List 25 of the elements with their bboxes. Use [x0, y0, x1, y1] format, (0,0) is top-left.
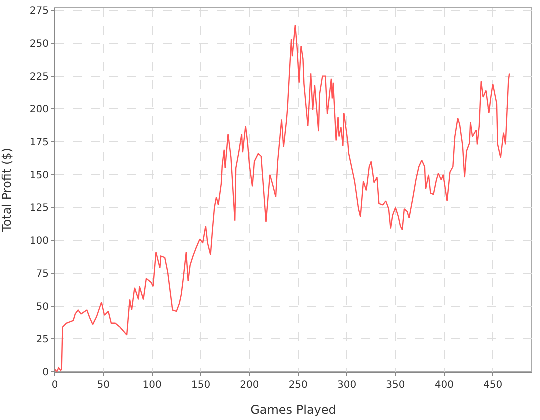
- y-axis-title: Total Profit ($): [0, 148, 14, 233]
- x-tick-label: 50: [97, 380, 110, 391]
- y-tick-label: 150: [30, 170, 49, 182]
- x-tick-label: 200: [240, 380, 260, 391]
- x-tick-label: 300: [337, 380, 357, 391]
- y-tick-label: 250: [30, 38, 49, 50]
- y-tick-label: 225: [30, 72, 49, 83]
- x-tick-label: 250: [288, 380, 308, 391]
- y-tick-label: 100: [30, 236, 49, 248]
- y-tick-label: 125: [30, 203, 49, 214]
- x-tick-label: 350: [386, 380, 406, 391]
- y-tick-label: 200: [30, 104, 49, 116]
- line-series: [55, 24, 510, 372]
- y-tick-label: 0: [42, 368, 49, 378]
- y-tick-label: 175: [30, 138, 49, 149]
- x-tick-label: 450: [484, 380, 503, 391]
- x-axis-title: Games Played: [250, 402, 336, 417]
- y-tick-label: 25: [36, 334, 49, 346]
- y-tick-label: 75: [36, 268, 49, 280]
- x-tick-label: 400: [434, 380, 454, 391]
- x-tick-label: 150: [191, 380, 211, 391]
- x-tick-label: 0: [52, 380, 58, 391]
- y-tick-label: 50: [36, 302, 49, 313]
- x-tick-label: 100: [142, 380, 162, 391]
- y-tick-label: 275: [30, 6, 49, 18]
